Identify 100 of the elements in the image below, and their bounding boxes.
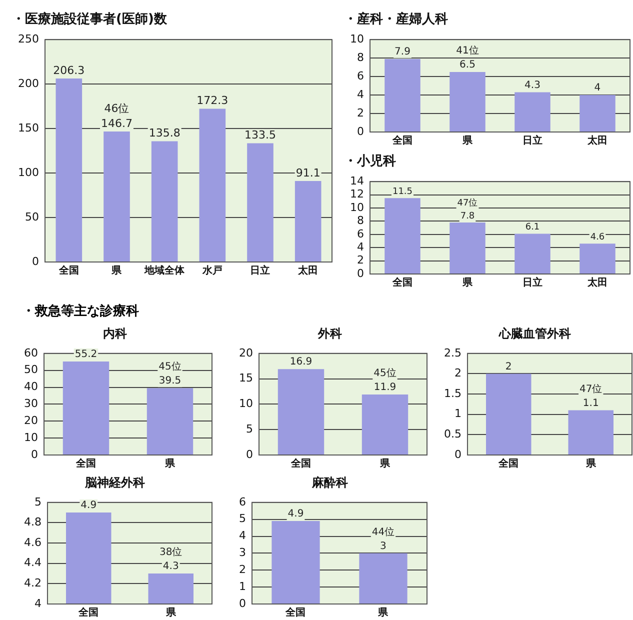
bar bbox=[514, 92, 550, 132]
chart-title: 内科 bbox=[103, 326, 127, 340]
y-tick-label: 5 bbox=[239, 512, 246, 526]
data-label: 11.9 bbox=[374, 382, 396, 394]
x-tick-label: 日立 bbox=[522, 276, 542, 289]
data-label: 4 bbox=[594, 82, 601, 94]
y-tick-label: 2.5 bbox=[444, 346, 462, 360]
x-tick-label: 全国 bbox=[284, 606, 306, 619]
y-tick-label: 0 bbox=[356, 266, 364, 280]
data-label: 7.8 bbox=[460, 211, 475, 222]
x-tick-label: 全国 bbox=[78, 606, 99, 619]
y-tick-label: 10 bbox=[350, 32, 364, 46]
data-label: 39.5 bbox=[158, 376, 182, 387]
data-label: 135.8 bbox=[148, 126, 180, 140]
x-tick-label: 県 bbox=[164, 458, 176, 470]
x-tick-label: 太田 bbox=[586, 276, 608, 289]
y-tick-label: 0 bbox=[356, 124, 364, 138]
y-tick-label: 2 bbox=[356, 106, 364, 120]
data-label: 206.3 bbox=[53, 64, 85, 77]
chart-title: 脳神経外科 bbox=[84, 475, 145, 490]
chart-title: ・小児科 bbox=[344, 154, 396, 170]
bar bbox=[247, 143, 274, 262]
y-tick-label: 2 bbox=[239, 562, 246, 576]
y-tick-label: 4.6 bbox=[24, 536, 42, 549]
y-tick-label: 3 bbox=[239, 546, 246, 560]
data-label: 91.1 bbox=[296, 166, 320, 180]
data-label: 11.5 bbox=[392, 186, 413, 197]
x-tick-label: 太田 bbox=[586, 134, 608, 147]
data-label: 172.3 bbox=[196, 94, 228, 108]
y-tick-label: 2 bbox=[356, 254, 364, 267]
y-tick-label: 4 bbox=[239, 529, 246, 542]
bar bbox=[450, 222, 486, 274]
y-tick-label: 200 bbox=[18, 76, 39, 90]
annotation: 45位 bbox=[374, 367, 396, 380]
y-tick-label: 6 bbox=[356, 69, 364, 82]
y-tick-label: 4.4 bbox=[24, 556, 42, 570]
y-tick-label: 250 bbox=[18, 32, 39, 46]
y-tick-label: 0 bbox=[32, 254, 39, 268]
data-label: 4.6 bbox=[590, 232, 605, 242]
y-tick-label: 10 bbox=[238, 397, 253, 410]
x-tick-label: 県 bbox=[584, 458, 597, 470]
data-label: 3 bbox=[380, 540, 386, 552]
y-tick-label: 0 bbox=[239, 596, 246, 610]
x-tick-label: 全国 bbox=[391, 134, 412, 147]
bar bbox=[104, 131, 130, 262]
y-tick-label: 1 bbox=[454, 407, 462, 420]
x-tick-label: 県 bbox=[110, 264, 123, 277]
annotation: 45位 bbox=[158, 360, 182, 373]
data-label: 133.5 bbox=[244, 128, 276, 142]
bar bbox=[580, 244, 616, 274]
chart-title: 麻酔科 bbox=[311, 475, 348, 490]
annotation: 47位 bbox=[457, 197, 478, 208]
y-tick-label: 60 bbox=[24, 346, 38, 360]
y-tick-label: 100 bbox=[18, 166, 39, 179]
y-tick-label: 8 bbox=[356, 214, 364, 228]
y-tick-label: 4 bbox=[356, 88, 364, 101]
x-tick-label: 日立 bbox=[522, 134, 542, 147]
y-tick-label: 6 bbox=[239, 495, 246, 508]
x-tick-label: 水戸 bbox=[201, 264, 222, 277]
x-tick-label: 全国 bbox=[75, 458, 96, 470]
y-tick-label: 4.8 bbox=[24, 516, 42, 529]
x-tick-label: 県 bbox=[379, 458, 391, 470]
y-tick-label: 6 bbox=[356, 227, 364, 240]
data-label: 7.9 bbox=[394, 46, 410, 58]
data-label: 4.9 bbox=[288, 508, 304, 520]
y-tick-label: 0.5 bbox=[444, 428, 462, 441]
bar bbox=[199, 108, 226, 262]
data-label: 1.1 bbox=[582, 398, 599, 409]
bar bbox=[384, 59, 420, 132]
y-tick-label: 150 bbox=[18, 121, 39, 134]
y-tick-label: 20 bbox=[238, 346, 253, 360]
annotation: 46位 bbox=[104, 102, 130, 115]
x-tick-label: 全国 bbox=[391, 276, 412, 289]
annotation: 41位 bbox=[456, 44, 479, 57]
y-tick-label: 4 bbox=[34, 596, 42, 610]
bar bbox=[514, 234, 550, 274]
y-tick-label: 0 bbox=[246, 448, 253, 461]
y-tick-label: 8 bbox=[356, 50, 364, 64]
y-tick-label: 0 bbox=[454, 448, 462, 461]
x-tick-label: 全国 bbox=[498, 458, 519, 470]
y-tick-label: 4.2 bbox=[24, 576, 42, 590]
x-tick-label: 日立 bbox=[250, 264, 270, 277]
annotation: 47位 bbox=[580, 382, 602, 395]
y-tick-label: 4 bbox=[356, 240, 364, 254]
data-label: 16.9 bbox=[290, 356, 312, 368]
y-tick-label: 2 bbox=[454, 366, 462, 380]
data-label: 4.3 bbox=[162, 561, 179, 572]
data-label: 55.2 bbox=[74, 349, 98, 360]
x-tick-label: 地域全体 bbox=[144, 264, 186, 277]
y-tick-label: 50 bbox=[24, 363, 38, 376]
x-tick-label: 県 bbox=[377, 606, 390, 619]
y-tick-label: 15 bbox=[238, 372, 253, 385]
data-label: 4.9 bbox=[80, 500, 97, 512]
bar bbox=[384, 198, 420, 274]
x-tick-label: 太田 bbox=[297, 264, 318, 277]
data-label: 2 bbox=[505, 361, 512, 372]
chart-title: ・産科・産婦人科 bbox=[344, 11, 448, 28]
data-label: 4.3 bbox=[524, 80, 540, 91]
data-label: 6.5 bbox=[460, 60, 476, 71]
x-tick-label: 県 bbox=[164, 606, 177, 619]
